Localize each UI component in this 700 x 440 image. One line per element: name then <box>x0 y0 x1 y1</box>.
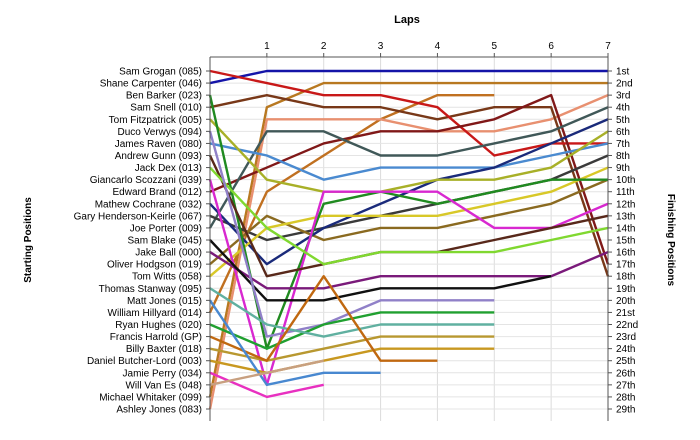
series-lines <box>208 69 610 410</box>
finish-position-label: 17th <box>616 260 635 271</box>
start-position-label: Duco Verwys (094) <box>118 127 202 138</box>
start-position-label: Francis Harrold (GP) <box>110 332 202 343</box>
start-position-label: Daniel Butcher-Lord (003) <box>87 356 202 367</box>
start-position-label: Tom Witts (058) <box>132 272 202 283</box>
series-line <box>209 166 609 278</box>
series-line <box>208 81 608 398</box>
start-position-label: Shane Carpenter (046) <box>100 79 202 90</box>
x-tick-label: 4 <box>435 41 441 52</box>
finish-position-label: 8th <box>616 151 630 162</box>
finish-position-label: 23rd <box>616 332 636 343</box>
finish-position-label: 18th <box>616 272 635 283</box>
finish-position-label: 27th <box>616 380 635 391</box>
finish-position-label: 25th <box>616 356 635 367</box>
start-position-label: Thomas Stanway (095) <box>99 284 202 295</box>
start-position-label: Giancarlo Scozzani (039) <box>90 175 202 186</box>
start-position-label: Ryan Hughes (020) <box>115 320 202 331</box>
finish-position-label: 11th <box>616 187 635 198</box>
series-line <box>209 118 609 193</box>
series-line <box>209 299 381 387</box>
start-position-label: Michael Whitaker (099) <box>99 392 202 403</box>
start-position-label: Jake Ball (000) <box>135 248 202 259</box>
finish-position-label: 9th <box>616 163 630 174</box>
series-line <box>209 93 610 277</box>
start-position-label: Andrew Gunn (093) <box>115 151 202 162</box>
start-position-label: Joe Porter (009) <box>130 223 202 234</box>
x-tick-label: 6 <box>548 41 554 52</box>
start-position-label: Sam Grogan (085) <box>119 67 202 78</box>
start-position-label: James Raven (080) <box>115 139 202 150</box>
start-position-label: Tom Fitzpatrick (005) <box>109 115 202 126</box>
series-line <box>209 335 495 362</box>
x-tick-label: 2 <box>321 41 327 52</box>
series-line <box>208 94 609 410</box>
series-line <box>209 142 609 181</box>
finish-position-label: 12th <box>616 199 635 210</box>
start-position-label: Billy Baxter (018) <box>126 344 202 355</box>
right-axis-label: Finishing Positions <box>665 194 676 287</box>
series-line <box>209 166 609 266</box>
finish-position-label: 5th <box>616 115 630 126</box>
series-line <box>209 359 324 387</box>
start-position-label: Ben Barker (023) <box>126 91 202 102</box>
axes <box>206 53 612 421</box>
start-position-label: William Hillyard (014) <box>108 308 202 319</box>
finish-position-label: 29th <box>616 405 635 416</box>
finish-position-label: 3rd <box>616 91 630 102</box>
labels: Laps Starting Positions Finishing Positi… <box>23 14 676 416</box>
series-line <box>208 94 608 350</box>
start-position-label: Jamie Perry (034) <box>123 368 202 379</box>
finish-position-label: 13th <box>616 211 635 222</box>
x-tick-label: 7 <box>605 41 611 52</box>
finish-position-label: 19th <box>616 284 635 295</box>
finish-position-label: 4th <box>616 103 630 114</box>
finish-position-label: 28th <box>616 392 635 403</box>
finish-position-label: 24th <box>616 344 635 355</box>
finish-position-label: 20th <box>616 296 635 307</box>
finish-position-label: 10th <box>616 175 635 186</box>
start-position-label: Edward Brand (012) <box>113 187 203 198</box>
x-tick-label: 1 <box>264 41 270 52</box>
series-line <box>209 287 495 338</box>
series-line <box>208 179 609 387</box>
series-line <box>209 275 438 362</box>
finish-position-label: 6th <box>616 127 630 138</box>
finish-position-label: 15th <box>616 236 635 247</box>
start-position-label: Mathew Cochrane (032) <box>95 199 202 210</box>
series-line <box>209 250 609 290</box>
start-position-label: Will Van Es (048) <box>125 380 202 391</box>
series-line <box>208 131 495 338</box>
finish-position-label: 14th <box>616 223 635 234</box>
x-tick-label: 3 <box>378 41 384 52</box>
start-position-label: Sam Snell (010) <box>130 103 202 114</box>
finish-position-label: 26th <box>616 368 635 379</box>
start-position-label: Oliver Hodgson (019) <box>107 260 202 271</box>
series-line <box>209 178 609 266</box>
series-line <box>209 69 608 85</box>
series-line <box>209 239 552 302</box>
start-position-label: Sam Blake (045) <box>128 236 202 247</box>
finish-position-label: 7th <box>616 139 630 150</box>
series-line <box>209 93 610 265</box>
finish-position-label: 2nd <box>616 79 633 90</box>
start-position-label: Gary Henderson-Keirle (067) <box>74 211 202 222</box>
left-axis-label: Starting Positions <box>23 197 34 283</box>
top-axis-label: Laps <box>394 14 420 26</box>
x-tick-label: 5 <box>492 41 498 52</box>
start-position-label: Jack Dex (013) <box>135 163 202 174</box>
series-line <box>209 69 608 157</box>
finish-position-label: 1st <box>616 67 630 78</box>
start-position-label: Matt Jones (015) <box>127 296 202 307</box>
finish-position-label: 22nd <box>616 320 638 331</box>
start-position-label: Ashley Jones (083) <box>116 405 202 416</box>
series-line <box>208 106 609 229</box>
finish-position-label: 21st <box>616 308 635 319</box>
finish-position-label: 16th <box>616 248 635 259</box>
